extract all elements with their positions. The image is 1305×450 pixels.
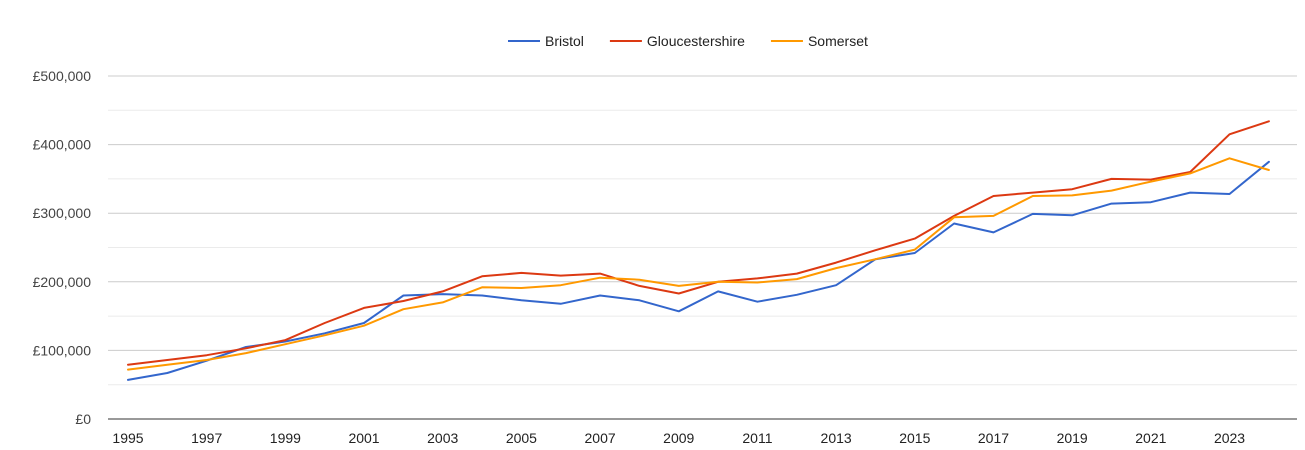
x-axis-tick-labels: 1995 1997 1999 2001 2003 2005 2007 2009 2011 2013…	[112, 430, 1245, 446]
x-tick-label: 2015	[899, 430, 930, 446]
legend-item-gloucestershire[interactable]: Gloucestershire	[609, 33, 745, 49]
legend-item-bristol[interactable]: Bristol	[508, 33, 584, 49]
legend[interactable]: Bristol Gloucestershire Somerset	[508, 33, 868, 49]
legend-item-somerset[interactable]: Somerset	[770, 33, 868, 49]
x-tick-label: 2023	[1214, 430, 1245, 446]
y-tick-label: £300,000	[33, 205, 92, 221]
x-tick-label: 2019	[1057, 430, 1088, 446]
x-tick-label: 1999	[270, 430, 301, 446]
series-line-bristol[interactable]	[127, 160, 1270, 381]
legend-label: Bristol	[545, 33, 584, 49]
x-tick-label: 1997	[191, 430, 222, 446]
x-tick-label: 2021	[1135, 430, 1166, 446]
series-line-gloucestershire[interactable]	[127, 120, 1270, 366]
x-tick-label: 2003	[427, 430, 458, 446]
x-tick-label: 2013	[821, 430, 852, 446]
x-tick-label: 2017	[978, 430, 1009, 446]
x-tick-label: 2005	[506, 430, 537, 446]
y-tick-label: £0	[75, 411, 91, 427]
legend-label: Somerset	[808, 33, 868, 49]
y-tick-label: £100,000	[33, 342, 92, 358]
y-tick-label: £500,000	[33, 68, 92, 84]
x-tick-label: 2011	[742, 430, 772, 446]
y-axis-tick-labels: £0 £100,000 £200,000 £300,000 £400,000 £500,0…	[33, 68, 92, 427]
y-tick-label: £200,000	[33, 274, 92, 290]
x-tick-label: 2009	[663, 430, 694, 446]
x-tick-label: 1995	[112, 430, 143, 446]
y-tick-label: £400,000	[33, 137, 92, 153]
gridlines	[108, 75, 1297, 386]
x-tick-label: 2007	[585, 430, 616, 446]
series-line-somerset[interactable]	[127, 157, 1270, 371]
series-lines	[127, 120, 1270, 381]
legend-label: Gloucestershire	[647, 33, 745, 49]
x-tick-label: 2001	[348, 430, 379, 446]
